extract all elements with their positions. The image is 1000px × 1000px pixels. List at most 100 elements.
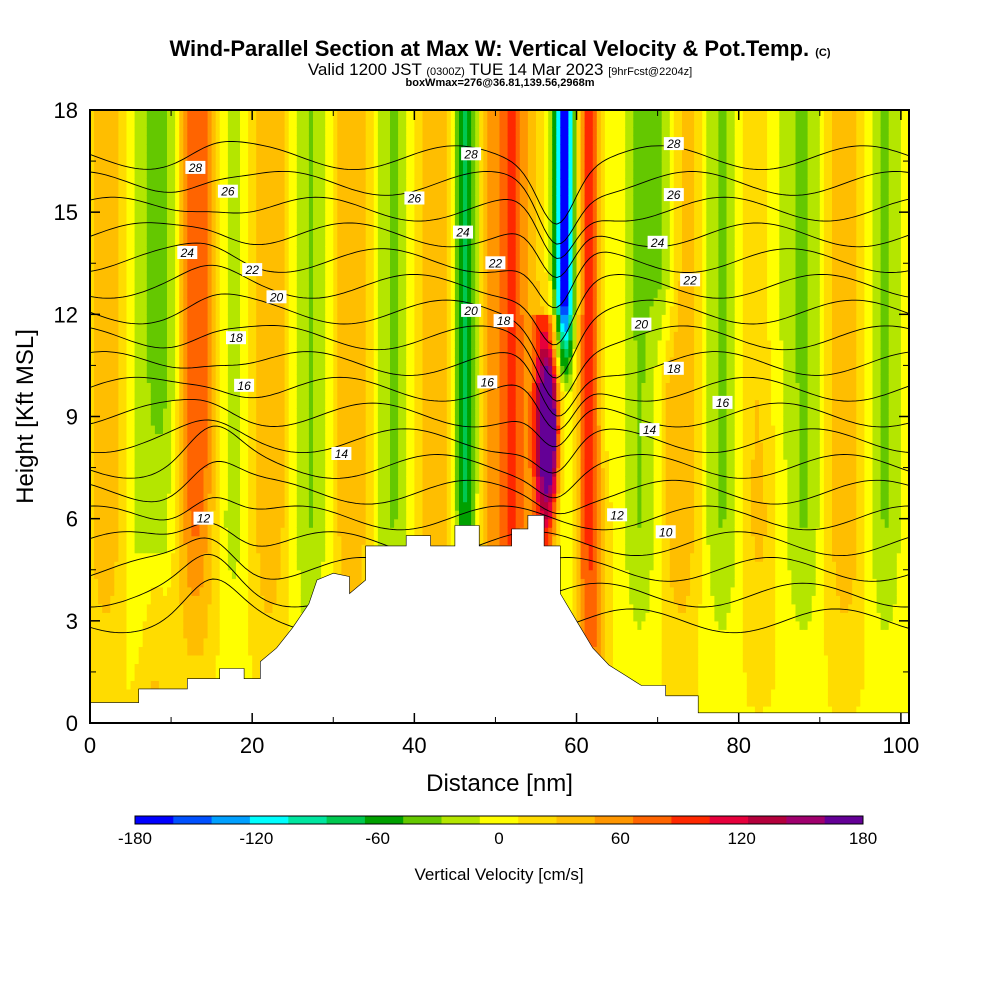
velocity-cell [227,399,233,409]
velocity-cell [126,271,132,281]
velocity-cell [272,561,278,571]
velocity-cell [142,425,148,435]
velocity-cell [106,322,111,332]
velocity-cell [288,620,294,630]
velocity-cell [215,161,221,171]
velocity-cell [280,195,286,205]
velocity-cell [118,612,124,622]
velocity-cell [256,603,261,613]
velocity-cell [256,305,261,315]
velocity-cell [284,425,290,435]
velocity-cell [288,229,294,239]
velocity-cell [353,399,359,409]
velocity-cell [126,671,132,681]
velocity-cell [256,339,261,349]
velocity-cell [317,288,322,298]
velocity-cell [102,339,107,349]
velocity-cell [154,178,160,188]
velocity-cell [94,271,99,281]
velocity-cell [130,663,136,673]
velocity-cell [203,552,209,562]
velocity-cell [353,169,359,179]
velocity-cell [154,229,160,239]
velocity-cell [158,518,164,528]
velocity-cell [195,203,201,213]
velocity-cell [146,561,152,571]
velocity-cell [321,220,326,230]
velocity-cell [313,110,318,120]
velocity-cell [296,552,302,562]
velocity-cell [252,203,257,213]
velocity-cell [365,348,371,358]
velocity-cell [321,484,326,494]
velocity-cell [252,467,257,477]
velocity-cell [361,186,367,196]
velocity-cell [167,382,172,392]
velocity-cell [361,501,367,511]
velocity-cell [219,595,225,605]
velocity-cell [329,186,334,196]
velocity-cell [215,561,221,571]
velocity-cell [94,297,99,307]
velocity-cell [122,646,128,656]
velocity-cell [223,271,229,281]
velocity-cell [365,365,371,375]
velocity-cell [94,586,99,596]
velocity-cell [260,322,265,332]
velocity-cell [280,322,286,332]
velocity-cell [142,629,148,639]
velocity-cell [195,280,201,290]
velocity-cell [292,246,298,256]
velocity-cell [345,288,351,298]
velocity-cell [321,493,326,503]
velocity-cell [236,476,241,486]
velocity-cell [333,391,338,401]
velocity-cell [167,135,172,145]
velocity-cell [191,212,197,222]
velocity-cell [167,544,172,554]
velocity-cell [313,127,318,137]
velocity-cell [154,510,160,520]
velocity-cell [268,646,274,656]
velocity-cell [191,237,197,247]
velocity-cell [280,552,286,562]
velocity-cell [244,271,249,281]
velocity-cell [199,416,205,426]
velocity-cell [171,629,176,639]
velocity-cell [236,654,241,664]
velocity-cell [90,161,95,171]
velocity-cell [122,493,128,503]
velocity-cell [163,169,168,179]
velocity-cell [268,178,274,188]
velocity-cell [337,263,342,273]
velocity-cell [138,527,144,537]
velocity-cell [333,271,338,281]
velocity-cell [260,365,265,375]
velocity-cell [357,339,363,349]
velocity-cell [163,569,168,579]
velocity-cell [94,680,99,690]
velocity-cell [256,527,261,537]
velocity-cell [272,373,278,383]
velocity-cell [158,654,164,664]
velocity-cell [284,212,290,222]
velocity-cell [138,510,144,520]
velocity-cell [142,603,148,613]
velocity-cell [361,135,367,145]
velocity-cell [215,654,221,664]
velocity-cell [268,510,274,520]
velocity-cell [280,586,286,596]
velocity-cell [130,629,136,639]
velocity-cell [94,603,99,613]
velocity-cell [272,637,278,647]
velocity-cell [256,433,261,443]
velocity-cell [231,365,237,375]
velocity-cell [317,510,322,520]
velocity-cell [365,195,371,205]
velocity-cell [142,518,148,528]
velocity-cell [130,595,136,605]
velocity-cell [308,450,314,460]
velocity-cell [353,416,359,426]
velocity-cell [231,501,237,511]
velocity-cell [98,510,103,520]
